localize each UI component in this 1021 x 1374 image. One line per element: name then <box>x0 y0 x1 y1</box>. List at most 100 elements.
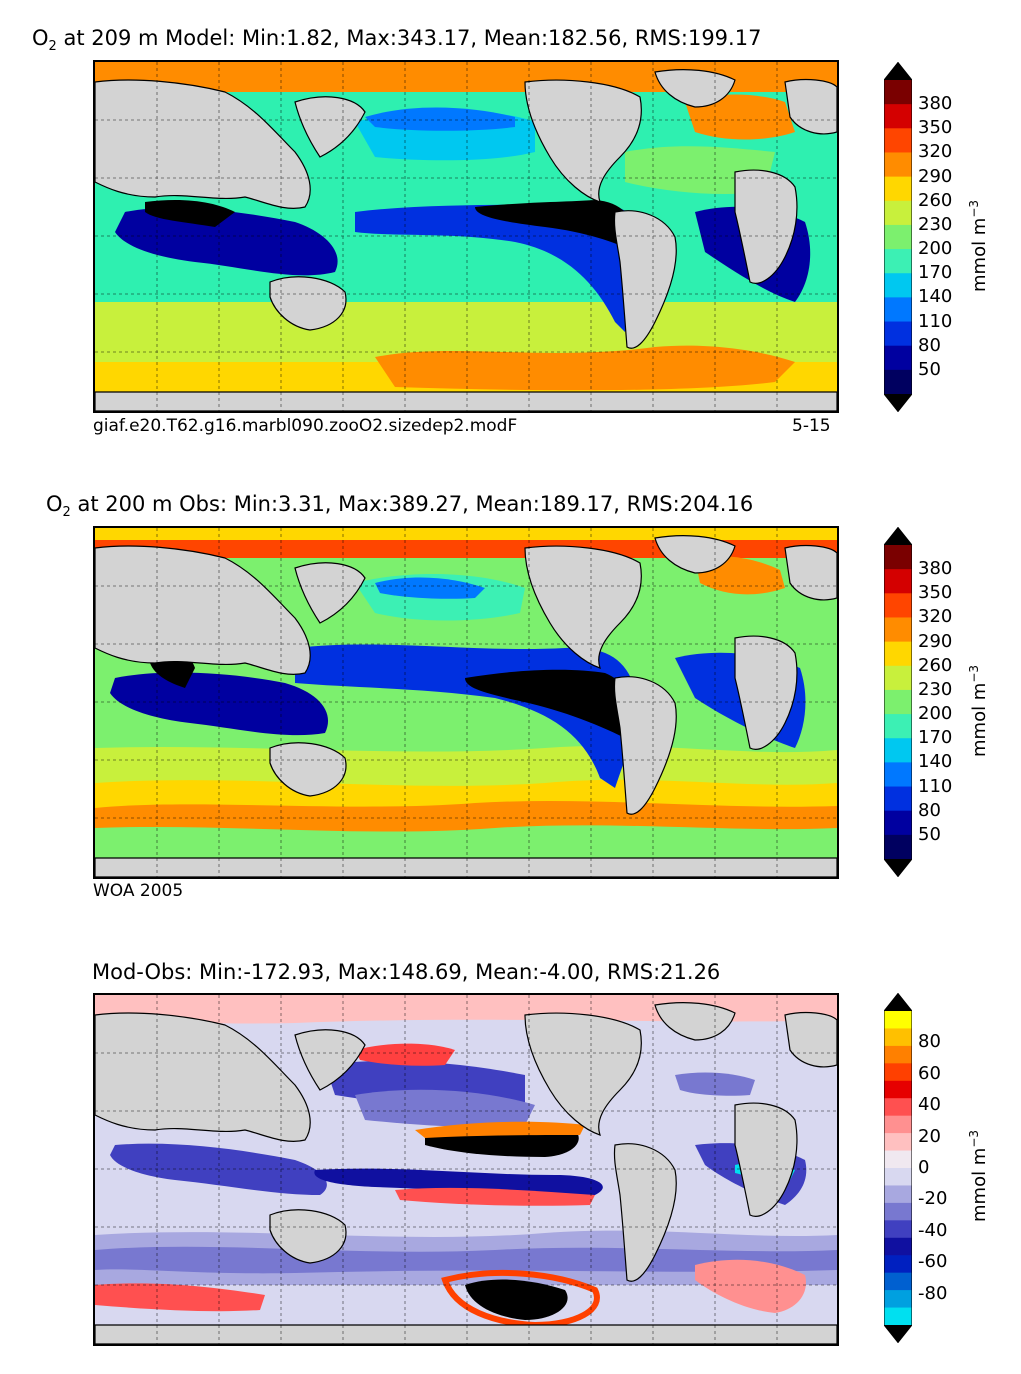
colorbar-1-unit: mmol m−3 <box>967 199 990 292</box>
colorbar-tick-label: 80 <box>918 799 941 821</box>
colorbar-tick-label: 350 <box>918 582 953 604</box>
colorbar-over-arrow <box>884 993 912 1011</box>
colorbar-segment <box>884 569 912 594</box>
colorbar-segment <box>884 176 912 202</box>
colorbar-segment <box>884 641 912 667</box>
colorbar-segment <box>884 200 912 226</box>
colorbar-1-svg <box>883 61 913 413</box>
panel-1-footer-right: 5-15 <box>792 416 831 436</box>
panel-1-title: O2 at 209 m Model: Min:1.82, Max:343.17,… <box>32 26 762 55</box>
colorbar-segment <box>884 1168 912 1186</box>
colorbar-segment <box>884 1255 912 1274</box>
colorbar-segment <box>884 1045 912 1064</box>
colorbar-tick-label: 290 <box>918 630 953 652</box>
colorbar-3-ticks: 80 60 40 20 0 -20 -40 -60 -80 <box>918 993 968 1343</box>
panel-3-map-svg <box>95 995 837 1344</box>
colorbar-segment <box>884 1063 912 1082</box>
colorbar-under-arrow <box>884 1325 912 1343</box>
colorbar-tick-label: 40 <box>918 1094 941 1116</box>
colorbar-segment <box>884 1220 912 1239</box>
colorbar-segment <box>884 1237 912 1256</box>
colorbar-tick-label: 110 <box>918 775 953 797</box>
colorbar-tick-label: 200 <box>918 238 953 260</box>
colorbar-segment <box>884 273 912 298</box>
panel-3-title: Mod-Obs: Min:-172.93, Max:148.69, Mean:-… <box>92 960 721 984</box>
colorbar-tick-label: 170 <box>918 262 953 284</box>
colorbar-segment <box>884 689 912 715</box>
colorbar-tick-label: 50 <box>918 823 941 845</box>
colorbar-2-svg <box>883 526 913 878</box>
colorbar-1-ticks: 380 350 320 290 260 230 200 170 140 110 80 50 <box>918 62 968 412</box>
colorbar-segment <box>884 1028 912 1047</box>
colorbar-under-arrow <box>884 859 912 877</box>
colorbar-segment <box>884 80 912 105</box>
panel-2-map-svg <box>95 528 837 877</box>
colorbar-tick-label: 140 <box>918 751 953 773</box>
colorbar-tick-label: -80 <box>918 1282 948 1304</box>
colorbar-3 <box>883 992 913 1344</box>
panel-1-map <box>93 60 839 413</box>
colorbar-tick-label: 230 <box>918 213 953 235</box>
colorbar-segment <box>884 104 912 129</box>
colorbar-segment <box>884 762 912 788</box>
colorbar-2 <box>883 526 913 878</box>
colorbar-segment <box>884 834 912 860</box>
colorbar-segment <box>884 1307 912 1326</box>
colorbar-over-arrow <box>884 62 912 80</box>
colorbar-tick-label: 200 <box>918 703 953 725</box>
colorbar-segment <box>884 665 912 691</box>
colorbar-tick-label: 350 <box>918 117 953 139</box>
colorbar-tick-label: 320 <box>918 141 953 163</box>
colorbar-tick-label: 80 <box>918 334 941 356</box>
colorbar-segment <box>884 152 912 178</box>
colorbar-tick-label: 260 <box>918 189 953 211</box>
colorbar-tick-label: -20 <box>918 1188 948 1210</box>
colorbar-segment <box>884 1202 912 1221</box>
colorbar-segment <box>884 249 912 274</box>
colorbar-segment <box>884 1011 912 1029</box>
panel-1-footer-left: giaf.e20.T62.g16.marbl090.zooO2.sizedep2… <box>93 416 518 436</box>
colorbar-segment <box>884 810 912 836</box>
colorbar-tick-label: 260 <box>918 654 953 676</box>
colorbar-tick-label: 290 <box>918 165 953 187</box>
colorbar-segment <box>884 297 912 323</box>
colorbar-segment <box>884 1080 912 1099</box>
colorbar-segment <box>884 786 912 812</box>
colorbar-tick-label: 0 <box>918 1157 930 1178</box>
colorbar-segment <box>884 738 912 763</box>
colorbar-tick-label: 140 <box>918 286 953 308</box>
colorbar-segment <box>884 1150 912 1169</box>
colorbar-segment <box>884 128 912 153</box>
colorbar-3-svg <box>883 992 913 1344</box>
panel-2-title: O2 at 200 m Obs: Min:3.31, Max:389.27, M… <box>46 492 754 521</box>
colorbar-tick-label: 170 <box>918 727 953 749</box>
colorbar-over-arrow <box>884 527 912 545</box>
colorbar-segment <box>884 1115 912 1134</box>
colorbar-segment <box>884 345 912 371</box>
colorbar-tick-label: -40 <box>918 1219 948 1241</box>
colorbar-tick-label: 60 <box>918 1062 941 1084</box>
colorbar-segment <box>884 224 912 250</box>
colorbar-segment <box>884 593 912 618</box>
colorbar-3-unit: mmol m−3 <box>967 1129 990 1222</box>
colorbar-tick-label: 320 <box>918 606 953 628</box>
colorbar-segment <box>884 1185 912 1204</box>
colorbar-tick-label: 230 <box>918 678 953 700</box>
colorbar-segment <box>884 1098 912 1117</box>
colorbar-tick-label: 110 <box>918 310 953 332</box>
colorbar-tick-label: 380 <box>918 93 953 115</box>
colorbar-1 <box>883 61 913 413</box>
colorbar-segment <box>884 321 912 347</box>
colorbar-segment <box>884 714 912 739</box>
panel-2-map <box>93 526 839 879</box>
colorbar-tick-label: 380 <box>918 558 953 580</box>
colorbar-segment <box>884 1133 912 1152</box>
colorbar-under-arrow <box>884 394 912 412</box>
colorbar-2-unit: mmol m−3 <box>967 664 990 757</box>
colorbar-segment <box>884 369 912 395</box>
colorbar-segment <box>884 1290 912 1309</box>
panel-1-map-svg <box>95 62 837 411</box>
colorbar-segment <box>884 545 912 570</box>
colorbar-2-ticks: 380 350 320 290 260 230 200 170 140 110 80 50 <box>918 527 968 877</box>
panel-2-footer-left: WOA 2005 <box>93 881 184 901</box>
